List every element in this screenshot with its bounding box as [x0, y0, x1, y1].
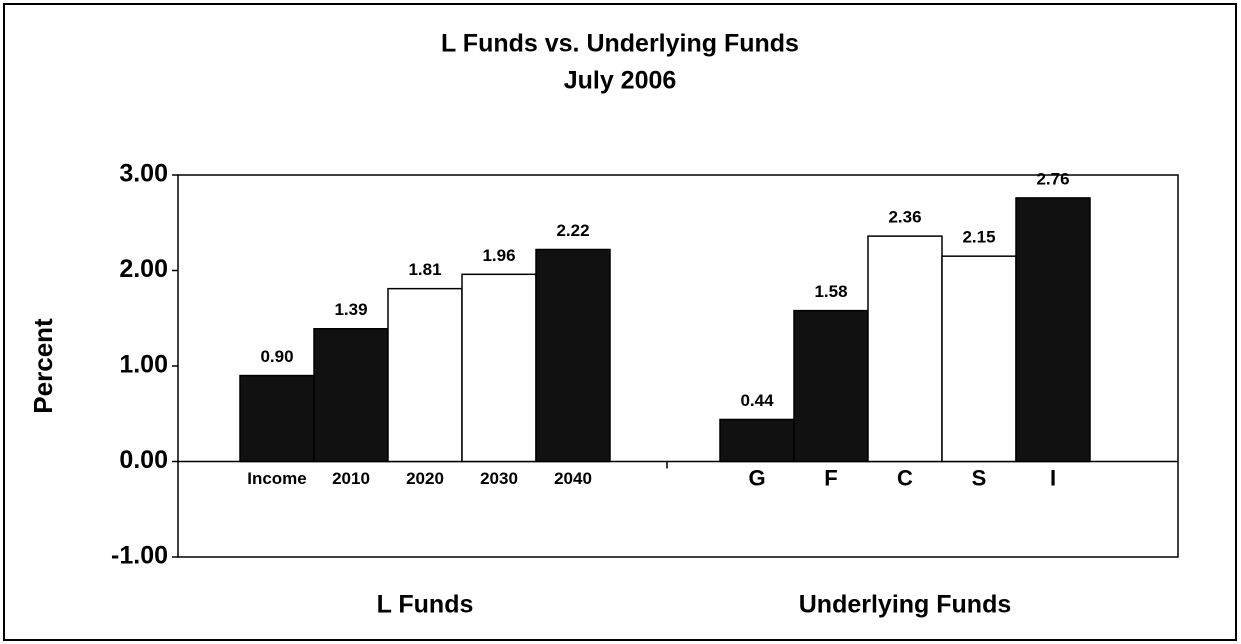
x-tick-label: 2020 [406, 469, 444, 488]
x-tick-label: I [1050, 465, 1056, 490]
x-tick-label: 2030 [480, 469, 518, 488]
value-label: 2.36 [888, 208, 921, 227]
x-tick-label: S [972, 465, 987, 490]
value-label: 1.96 [482, 246, 515, 265]
y-tick-label: 0.00 [119, 446, 168, 474]
y-tick-label: 1.00 [119, 351, 168, 379]
x-tick-label: C [897, 465, 913, 490]
y-tick-label: 2.00 [119, 255, 168, 283]
bar [535, 248, 611, 463]
bar [1015, 197, 1091, 463]
bar [387, 287, 463, 463]
bar [867, 235, 943, 463]
value-label: 2.15 [962, 228, 995, 247]
y-axis-label: Percent [28, 318, 58, 414]
bar [239, 374, 315, 463]
bar [793, 309, 869, 463]
y-tick-label: -1.00 [111, 542, 168, 570]
bar [941, 255, 1017, 463]
x-tick-label: Income [247, 469, 307, 488]
group-label: L Funds [377, 591, 474, 619]
value-label: 0.90 [260, 347, 293, 366]
value-label: 2.22 [556, 221, 589, 240]
x-tick-label: F [824, 465, 837, 490]
value-label: 1.81 [408, 260, 441, 279]
chart-title: L Funds vs. Underlying Funds [441, 30, 799, 58]
group-label: Underlying Funds [799, 591, 1012, 619]
value-label: 2.76 [1036, 169, 1069, 188]
chart-subtitle: July 2006 [564, 67, 677, 95]
bar [461, 273, 537, 463]
x-tick-label: 2010 [332, 469, 370, 488]
value-label: 1.39 [334, 300, 367, 319]
bar [313, 328, 389, 463]
x-tick-label: G [748, 465, 765, 490]
value-label: 1.58 [814, 282, 847, 301]
x-tick-label: 2040 [554, 469, 592, 488]
y-tick-label: 3.00 [119, 160, 168, 188]
value-label: 0.44 [740, 391, 774, 410]
bar [719, 418, 795, 463]
